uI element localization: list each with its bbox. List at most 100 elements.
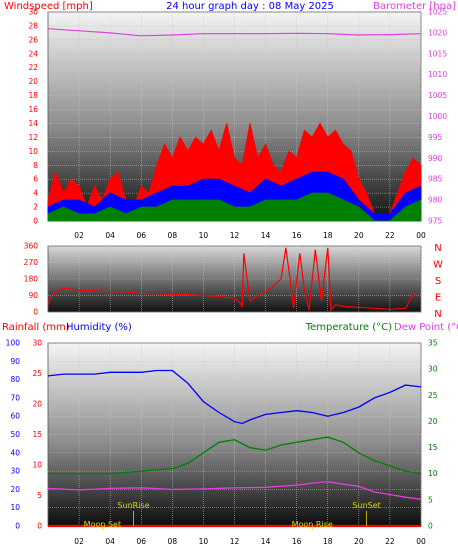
x-tick: 18 <box>323 537 333 546</box>
y-tick-right: 1005 <box>428 91 447 100</box>
y-tick-left: 28 <box>28 21 38 30</box>
x-tick: 04 <box>105 537 115 546</box>
x-tick: 00 <box>416 231 426 240</box>
x-tick: 02 <box>74 537 84 546</box>
x-tick: 10 <box>199 537 209 546</box>
annotation-label: Moon Set <box>84 520 121 529</box>
temperature-tick: 5 <box>428 495 433 504</box>
annotation-label: Moon Rise <box>292 520 333 529</box>
humidity-tick: 100 <box>6 339 21 348</box>
temperature-tick: 30 <box>428 365 438 374</box>
annotation-label: SunSet <box>352 501 380 510</box>
chart-title: 24 hour graph day : 08 May 2025 <box>166 1 334 12</box>
y-tick-left: 0 <box>33 217 38 226</box>
rainfall-axis-label: Rainfall (mm) <box>2 322 70 333</box>
humidity-tick: 60 <box>10 412 20 421</box>
x-tick: 12 <box>230 231 240 240</box>
rain-tick: 0 <box>37 522 42 531</box>
series-dewpoint-line <box>47 480 422 500</box>
y-tick-right: 1000 <box>428 112 447 121</box>
series-humidity-line <box>47 369 422 425</box>
rain-tick: 10 <box>32 461 42 470</box>
series-barometer-line <box>47 28 422 37</box>
rain-tick: 5 <box>37 491 42 500</box>
direction-tick: 360 <box>24 242 39 251</box>
compass-label: W <box>433 260 443 271</box>
compass-label: N <box>434 309 441 320</box>
y-tick-left: 10 <box>28 147 38 156</box>
y-tick-left: 4 <box>33 189 38 198</box>
temperature-tick: 10 <box>428 469 438 478</box>
humidity-tick: 50 <box>10 430 20 439</box>
y-tick-left: 20 <box>28 77 38 86</box>
direction-tick: 90 <box>28 291 38 300</box>
x-tick: 18 <box>323 231 333 240</box>
y-tick-left: 6 <box>33 175 38 184</box>
y-tick-left: 26 <box>28 35 38 44</box>
x-tick: 14 <box>261 231 271 240</box>
humidity-axis-label: Humidity (%) <box>66 322 132 333</box>
x-tick: 10 <box>199 231 209 240</box>
y-tick-right: 990 <box>428 154 443 163</box>
rain-tick: 30 <box>32 339 42 348</box>
direction-tick: 180 <box>24 275 39 284</box>
compass-label: N <box>434 243 441 254</box>
y-tick-left: 8 <box>33 161 38 170</box>
x-tick: 16 <box>292 537 302 546</box>
temperature-tick: 20 <box>428 417 438 426</box>
humidity-tick: 20 <box>10 485 20 494</box>
x-tick: 08 <box>168 231 178 240</box>
direction-tick: 270 <box>24 258 39 267</box>
y-tick-right: 980 <box>428 196 443 205</box>
series-temperature-line <box>48 436 422 475</box>
x-tick: 02 <box>74 231 84 240</box>
humidity-tick: 90 <box>10 357 20 366</box>
temperature-axis-label: Temperature (°C) <box>305 322 392 333</box>
humidity-tick: 80 <box>10 375 20 384</box>
y-tick-right: 1020 <box>428 28 447 37</box>
y-tick-left: 16 <box>28 105 38 114</box>
x-tick: 22 <box>385 231 395 240</box>
y-tick-right: 985 <box>428 175 443 184</box>
x-tick: 06 <box>136 537 146 546</box>
series-wind-area <box>47 192 422 222</box>
y-tick-left: 2 <box>33 203 38 212</box>
x-tick: 08 <box>168 537 178 546</box>
y-tick-left: 12 <box>28 133 38 142</box>
y-tick-right: 1015 <box>428 49 447 58</box>
x-tick: 12 <box>230 537 240 546</box>
y-tick-left: 18 <box>28 91 38 100</box>
series-direction-line <box>47 247 421 312</box>
y-axis-label-right: Barometer [hpa] <box>373 1 456 12</box>
temperature-tick: 15 <box>428 443 438 452</box>
humidity-tick: 70 <box>10 393 20 402</box>
compass-label: E <box>435 293 441 304</box>
x-tick: 22 <box>385 537 395 546</box>
y-tick-left: 22 <box>28 63 38 72</box>
y-tick-right: 975 <box>428 217 443 226</box>
y-axis-label-left: Windspeed [mph] <box>4 1 93 12</box>
y-tick-right: 1025 <box>428 8 447 17</box>
y-tick-left: 30 <box>28 8 38 17</box>
x-tick: 16 <box>292 231 302 240</box>
humidity-tick: 30 <box>10 467 20 476</box>
temperature-tick: 25 <box>428 391 438 400</box>
dewpoint-axis-label: Dew Point (°C) <box>394 322 458 333</box>
x-tick: 06 <box>136 231 146 240</box>
x-tick: 04 <box>105 231 115 240</box>
rain-tick: 25 <box>32 369 42 378</box>
y-tick-right: 995 <box>428 133 443 142</box>
humidity-tick: 0 <box>15 522 20 531</box>
y-tick-left: 14 <box>28 119 38 128</box>
x-tick: 00 <box>416 537 426 546</box>
annotation-label: SunRise <box>117 501 149 510</box>
temperature-tick: 35 <box>428 339 438 348</box>
x-tick: 14 <box>261 537 271 546</box>
compass-label: S <box>435 276 441 287</box>
rain-tick: 15 <box>32 430 42 439</box>
direction-tick: 0 <box>33 308 38 317</box>
x-tick: 20 <box>354 537 364 546</box>
y-tick-left: 24 <box>28 49 38 58</box>
x-tick: 20 <box>354 231 364 240</box>
